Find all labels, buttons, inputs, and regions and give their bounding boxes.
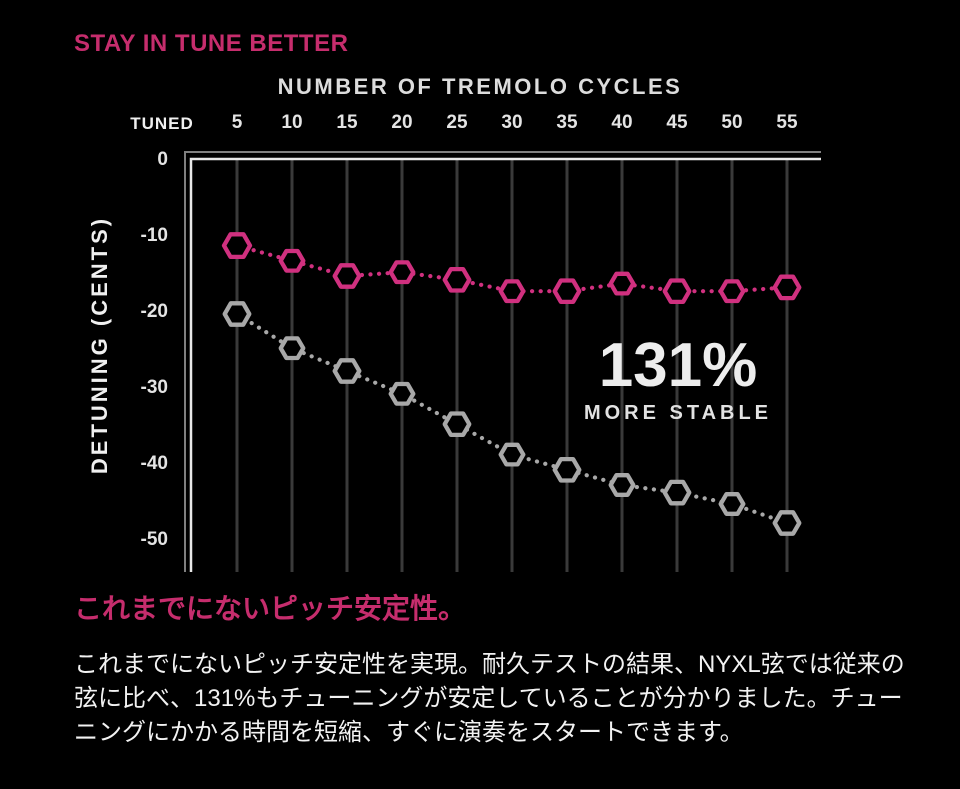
- x-tick-30: 30: [501, 112, 523, 133]
- x-axis-tick-labels: 5 10 15 20 25 30 35 40 45 50 55: [0, 112, 960, 138]
- axis-frame-outer: [184, 151, 821, 572]
- marker-conventional: [222, 301, 252, 327]
- jp-body-paragraph: これまでにないピッチ安定性を実現。耐久テストの結果、NYXL弦では従来の弦に比べ…: [74, 651, 905, 746]
- marker-nyxl: [662, 278, 692, 305]
- x-tick-25: 25: [446, 112, 468, 133]
- marker-nyxl: [221, 232, 253, 260]
- marker-conventional: [442, 411, 472, 438]
- y-tick--10: -10: [140, 225, 168, 246]
- y-axis-tick-labels: 0 -10 -20 -30 -40 -50: [140, 149, 168, 550]
- marker-nyxl: [442, 266, 472, 293]
- plot-area: [184, 151, 821, 572]
- marker-nyxl: [718, 279, 746, 304]
- x-tick-15: 15: [336, 112, 358, 133]
- y-tick--40: -40: [140, 453, 168, 474]
- x-tick-40: 40: [611, 112, 633, 133]
- marker-conventional: [278, 336, 306, 361]
- marker-nyxl: [332, 263, 362, 289]
- x-tick-35: 35: [556, 112, 578, 133]
- y-tick-0: 0: [157, 149, 168, 170]
- marker-conventional: [388, 381, 416, 406]
- marker-conventional: [772, 510, 802, 536]
- marker-nyxl: [278, 248, 306, 273]
- x-tick-20: 20: [391, 112, 413, 133]
- marker-nyxl: [552, 278, 582, 305]
- series-line-nyxl: [234, 243, 790, 294]
- marker-nyxl: [498, 279, 526, 304]
- x-tick-55: 55: [776, 112, 798, 133]
- x-tick-10: 10: [281, 112, 303, 133]
- y-tick--50: -50: [140, 529, 168, 550]
- x-tick-5: 5: [231, 112, 243, 133]
- marker-conventional: [552, 456, 582, 483]
- marker-nyxl: [388, 260, 416, 285]
- marker-conventional: [718, 492, 746, 516]
- jp-subheading: これまでにないピッチ安定性。: [74, 593, 467, 624]
- annotation-value: 131%: [598, 331, 758, 400]
- marker-conventional: [662, 479, 692, 506]
- stability-annotation: 131% MORE STABLE: [527, 334, 829, 425]
- x-tick-45: 45: [666, 112, 688, 133]
- marker-nyxl: [772, 274, 802, 301]
- marker-conventional: [332, 358, 362, 384]
- y-tick--30: -30: [140, 377, 168, 398]
- marker-conventional: [498, 442, 526, 467]
- x-axis-start-label: TUNED: [130, 114, 194, 133]
- page-title: STAY IN TUNE BETTER: [74, 30, 349, 57]
- x-tick-50: 50: [721, 112, 743, 133]
- axis-frame-inner: [189, 157, 821, 572]
- annotation-label: MORE STABLE: [583, 402, 773, 424]
- y-axis-title: DETUNING (CENTS): [87, 215, 112, 475]
- y-tick--20: -20: [140, 301, 168, 322]
- marker-conventional: [608, 473, 636, 497]
- marker-nyxl: [608, 271, 636, 296]
- chart-x-axis-title: NUMBER OF TREMOLO CYCLES: [277, 74, 683, 99]
